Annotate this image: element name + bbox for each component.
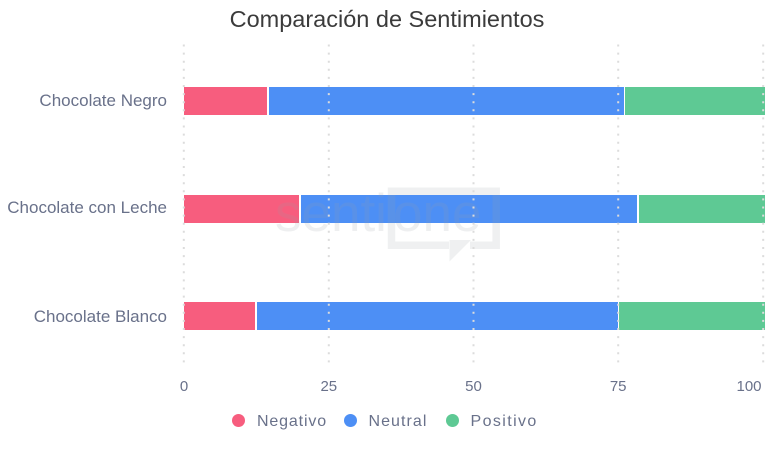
svg-text:one: one [393, 184, 481, 243]
svg-text:senti: senti [275, 184, 387, 243]
